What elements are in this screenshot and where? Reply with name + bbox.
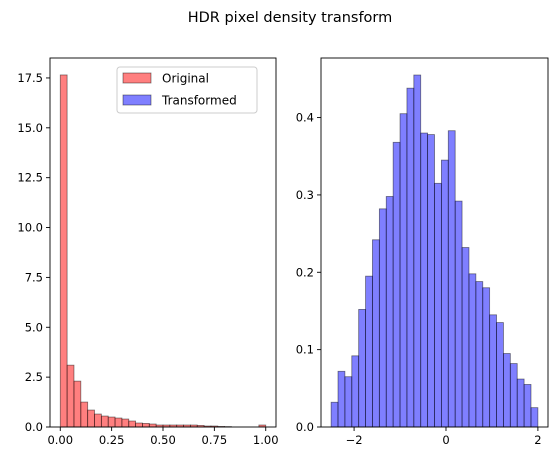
original-bar-2	[73, 380, 82, 428]
transformed-bar-3	[351, 355, 360, 428]
legend-swatch-transformed	[122, 94, 152, 106]
transformed-bar-19	[461, 247, 470, 428]
transformed-x-tick-label-1: 0	[442, 433, 449, 447]
transformed-bar-17	[447, 130, 456, 428]
transformed-bar-24	[496, 322, 504, 428]
transformed-bar-10	[399, 113, 408, 428]
transformed-bar-22	[482, 287, 491, 428]
transformed-bar-1	[337, 370, 346, 428]
original-y-tick-label-5: 12.5	[17, 171, 43, 185]
original-y-tick-label-4: 10.0	[17, 221, 43, 235]
transformed-bar-0	[330, 401, 339, 428]
transformed-bar-23	[489, 314, 497, 428]
transformed-bar-26	[509, 363, 518, 428]
original-bar-8	[114, 417, 123, 428]
legend-label-original: Original	[162, 72, 209, 86]
transformed-bar-7	[378, 208, 387, 428]
original-x-tick-label-3: 0.75	[202, 433, 228, 447]
transformed-bar-13	[420, 132, 429, 428]
original-bar-4	[87, 409, 95, 428]
original-bar-10	[128, 420, 137, 428]
transformed-bar-12	[413, 74, 422, 428]
legend-box	[116, 66, 258, 114]
original-x-tick-label-4: 1.00	[253, 433, 279, 447]
original-bar-7	[107, 416, 116, 428]
transformed-y-tick-label-2: 0.2	[296, 265, 314, 279]
transformed-histogram-panel: −2 0 2 0.0 0.1 0.2 0.3 0.4	[296, 57, 549, 447]
transformed-bar-29	[530, 407, 539, 428]
transformed-bar-16	[440, 159, 449, 428]
transformed-bar-2	[344, 376, 353, 428]
transformed-y-tick-label-4: 0.4	[296, 111, 314, 125]
transformed-bar-27	[516, 378, 525, 428]
legend: Original Transformed	[116, 66, 258, 114]
original-y-tick-label-1: 2.5	[25, 370, 43, 384]
transformed-x-tick-label-2: 2	[534, 433, 541, 447]
transformed-bar-5	[365, 275, 373, 428]
original-x-tick-label-1: 0.25	[99, 433, 125, 447]
original-bar-1	[66, 364, 75, 428]
original-y-tick-label-7: 17.5	[17, 71, 43, 85]
original-bar-11	[135, 422, 143, 428]
original-histogram-panel: 0.00 0.25 0.50 0.75 1.00 0.0 2.5 5.0 7.5 10.0 12.5…	[17, 57, 279, 447]
original-x-tick-label-2: 0.50	[150, 433, 176, 447]
transformed-bar-14	[427, 134, 435, 428]
transformed-bar-18	[454, 200, 463, 428]
transformed-bar-11	[406, 87, 415, 428]
transformed-bar-6	[372, 239, 380, 428]
original-x-tick-label-0: 0.00	[47, 433, 73, 447]
legend-label-transformed: Transformed	[161, 94, 237, 108]
original-bar-9	[121, 418, 130, 428]
transformed-y-tick-label-3: 0.3	[296, 188, 314, 202]
transformed-y-tick-label-1: 0.1	[296, 343, 314, 357]
transformed-x-tick-label-0: −2	[346, 433, 363, 447]
transformed-bar-15	[434, 182, 442, 428]
original-bar-5	[94, 413, 102, 428]
transformed-axes-frame	[320, 57, 549, 428]
original-bar-0	[59, 74, 68, 428]
transformed-bar-9	[392, 141, 401, 428]
figure-title: HDR pixel density transform	[188, 10, 393, 26]
original-bar-12	[142, 423, 150, 428]
transformed-y-tick-label-0: 0.0	[296, 420, 314, 434]
transformed-bar-8	[385, 196, 394, 428]
transformed-bar-4	[358, 309, 366, 428]
legend-swatch-original	[122, 72, 152, 84]
transformed-bar-21	[475, 281, 484, 428]
original-y-tick-label-2: 5.0	[25, 320, 43, 334]
transformed-bar-25	[503, 353, 511, 428]
transformed-bar-28	[523, 384, 532, 428]
original-y-tick-label-6: 15.0	[17, 121, 43, 135]
original-y-tick-label-3: 7.5	[25, 270, 43, 284]
original-bar-6	[100, 415, 109, 428]
original-bar-3	[80, 401, 89, 428]
original-y-tick-label-0: 0.0	[25, 420, 43, 434]
transformed-bar-20	[468, 273, 477, 428]
